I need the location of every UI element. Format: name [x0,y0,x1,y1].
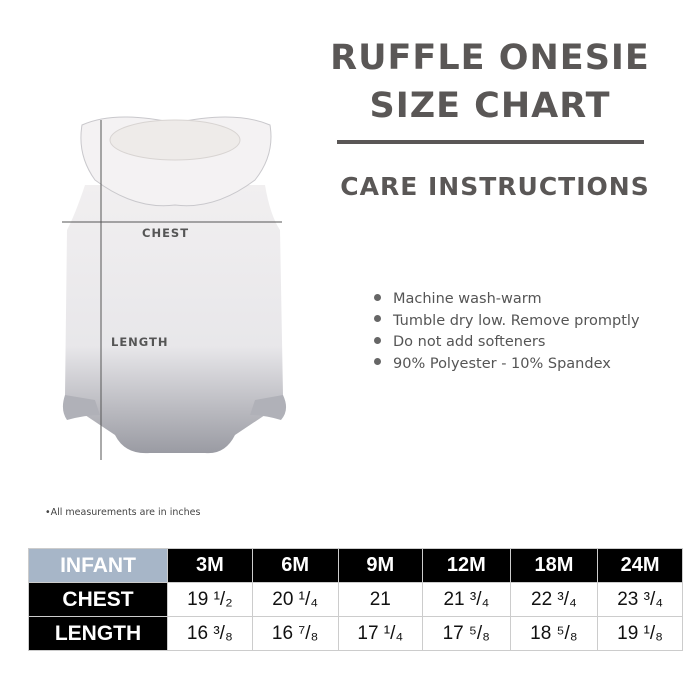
table-cell: 16 ⁷/₈ [251,616,339,651]
size-header: 18M [509,548,599,583]
onesie-image [62,116,287,460]
table-cell: 22 ³/₄ [509,582,599,617]
bullet-icon [374,315,381,322]
size-header: 6M [251,548,339,583]
title-line-1: RUFFLE ONESIE [330,38,650,78]
table-cell: 19 ¹/₂ [167,582,253,617]
care-text: Machine wash-warm [393,291,542,307]
table-header-row: INFANT 3M 6M 9M 12M 18M 24M [28,548,683,583]
row-header: LENGTH [28,616,168,651]
bullet-icon [374,293,381,301]
table-cell: 21 ³/₄ [422,582,511,617]
table-cell: 17 ¹/₄ [337,616,424,651]
care-list: Machine wash-warm Tumble dry low. Remove… [374,289,640,375]
size-header: 9M [337,548,424,583]
care-text: Tumble dry low. Remove promptly [393,312,640,329]
bullet-icon [374,336,381,344]
size-header: 12M [422,548,511,583]
care-item: Tumble dry low. Remove promptly [374,311,640,333]
table-cell: 18 ⁵/₈ [509,616,599,651]
table-cell: 19 ¹/₈ [597,616,683,651]
chest-label: CHEST [142,226,190,240]
table-cell: 23 ³/₄ [597,582,683,617]
length-label: LENGTH [111,335,169,349]
size-header: 24M [597,548,683,583]
care-item: 90% Polyester - 10% Spandex [374,354,640,376]
row-header: CHEST [28,582,168,617]
care-text: Do not add softeners [393,334,546,350]
care-text: 90% Polyester - 10% Spandex [393,355,611,372]
corner-cell: INFANT [28,548,168,583]
bullet-icon [374,358,381,365]
care-item: Do not add softeners [374,332,640,354]
title-underline [337,140,644,144]
size-table: INFANT 3M 6M 9M 12M 18M 24M CHEST 19 ¹/₂… [28,548,683,651]
table-row-chest: CHEST 19 ¹/₂ 20 ¹/₄ 21 21 ³/₄ 22 ³/₄ 23 … [28,582,683,617]
table-cell: 17 ⁵/₈ [422,616,511,651]
care-heading: CARE INSTRUCTIONS [340,172,650,201]
table-row-length: LENGTH 16 ³/₈ 16 ⁷/₈ 17 ¹/₄ 17 ⁵/₈ 18 ⁵/… [28,616,683,651]
title-line-2: SIZE CHART [369,86,611,126]
measurement-note: •All measurements are in inches [45,507,201,518]
size-header: 3M [167,548,253,583]
table-cell: 21 [337,582,424,617]
table-cell: 20 ¹/₄ [251,582,339,617]
table-cell: 16 ³/₈ [167,616,253,651]
care-item: Machine wash-warm [374,289,640,311]
